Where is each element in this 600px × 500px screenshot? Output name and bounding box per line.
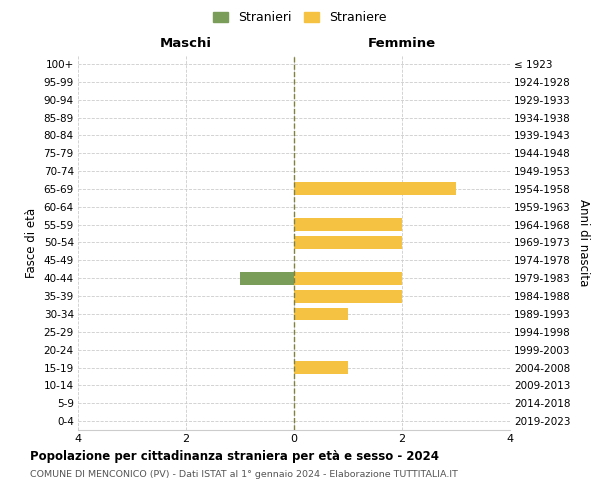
Bar: [294, 218, 402, 231]
Bar: [294, 308, 348, 320]
Y-axis label: Fasce di età: Fasce di età: [25, 208, 38, 278]
Text: Femmine: Femmine: [368, 37, 436, 50]
Bar: [294, 361, 348, 374]
Text: Maschi: Maschi: [160, 37, 212, 50]
Bar: [240, 272, 294, 284]
Bar: [294, 290, 402, 302]
Y-axis label: Anni di nascita: Anni di nascita: [577, 199, 590, 286]
Bar: [294, 182, 456, 196]
Text: Popolazione per cittadinanza straniera per età e sesso - 2024: Popolazione per cittadinanza straniera p…: [30, 450, 439, 463]
Text: COMUNE DI MENCONICO (PV) - Dati ISTAT al 1° gennaio 2024 - Elaborazione TUTTITAL: COMUNE DI MENCONICO (PV) - Dati ISTAT al…: [30, 470, 458, 479]
Legend: Stranieri, Straniere: Stranieri, Straniere: [208, 6, 392, 29]
Bar: [294, 272, 402, 284]
Bar: [294, 236, 402, 249]
